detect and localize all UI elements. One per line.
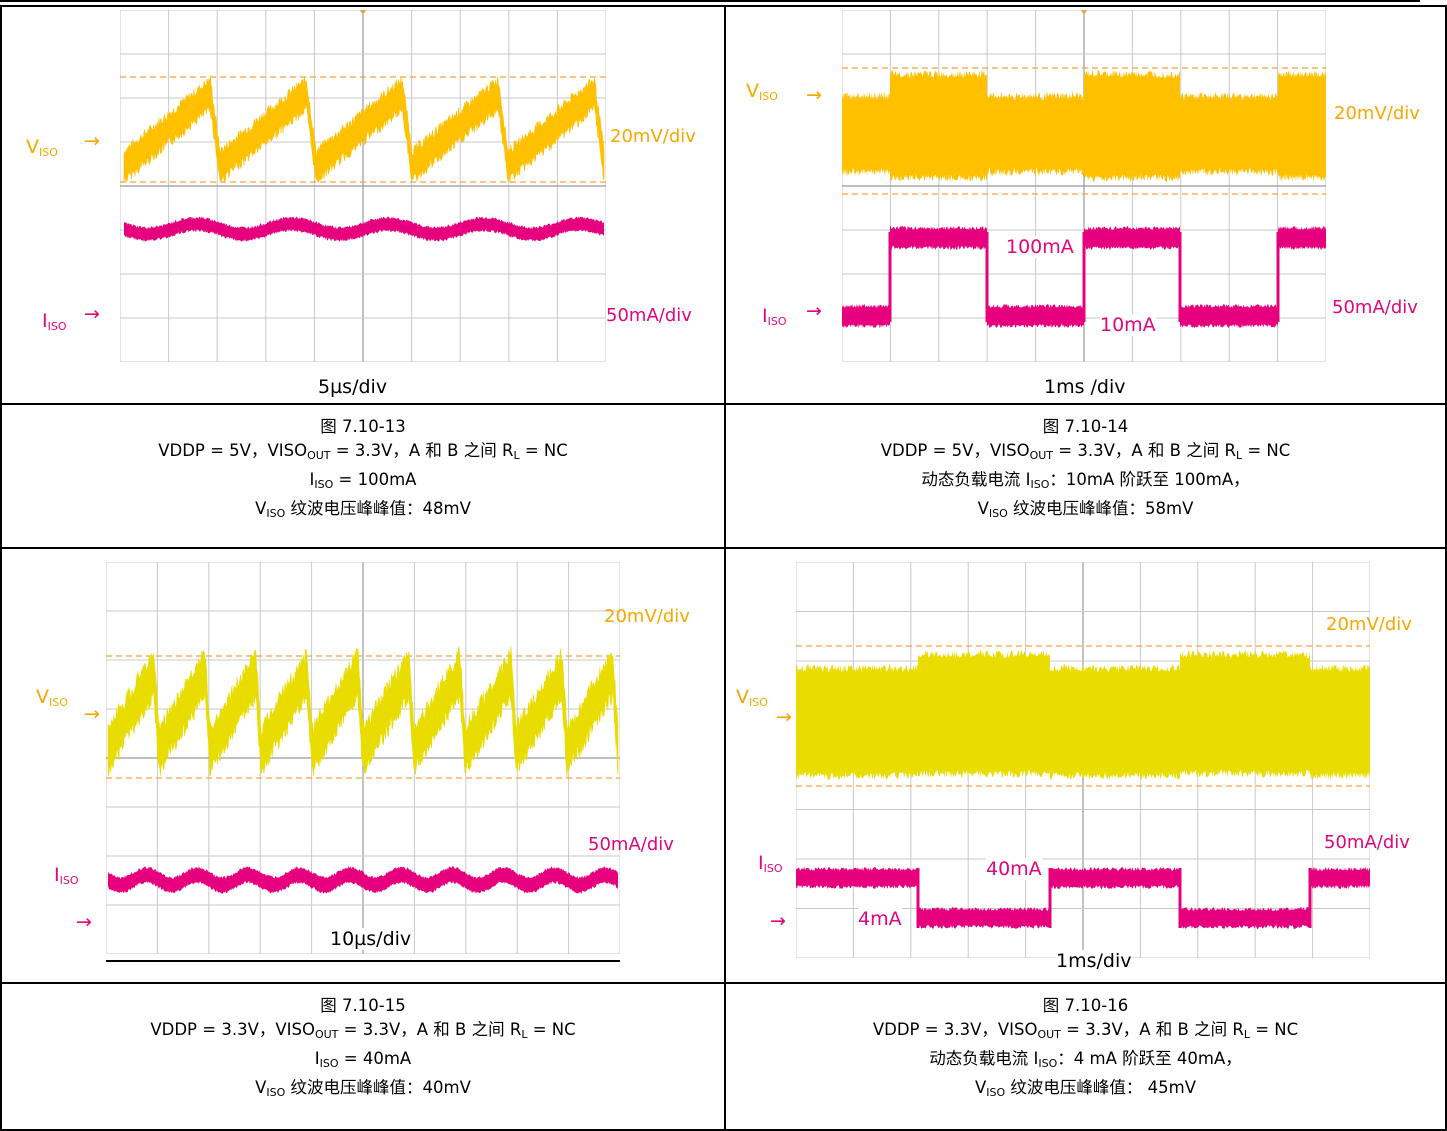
panel-1-v-scale: 20mV/div [610,126,696,147]
panel-3-scope-svg [106,562,620,954]
voltage-noise-segment [1180,92,1278,176]
panel-4-load: 动态负载电流 IISO：4 mA 阶跃至 40mA， [929,1049,1242,1070]
panel-2-i-arrow-icon: → [806,300,822,322]
panel-1-timebase: 5µs/div [318,376,388,398]
panel-2-ripple: VISO 纹波电压峰峰值：58mV [977,499,1194,520]
panel-2-scope-svg [842,10,1326,362]
panel-1-oscilloscope-plot [120,10,606,362]
panel-2-high-current-label: 100mA [1006,236,1074,258]
panel-3-i-scale: 50mA/div [588,834,674,855]
trigger-marker [1081,10,1087,15]
panel-1-i-arrow-icon: → [84,303,100,325]
panel-2-timebase: 1ms /div [1044,376,1126,398]
current-trace [108,866,618,894]
panel-2-v-arrow-icon: → [806,84,822,106]
panel-1-i-scale: 50mA/div [606,305,692,326]
panel-4-v-arrow-icon: → [776,706,792,728]
panel-1-v-arrow-icon: → [84,130,100,152]
top-border [0,0,1420,2]
panel-4-caption: 图 7.10-16 VDDP = 3.3V，VISOOUT = 3.3V，A 和… [724,982,1447,1131]
panel-4-i-arrow-icon: → [770,910,786,932]
panel-2-figure-number: 图 7.10-14 [1042,417,1129,436]
current-step-segment [1278,226,1326,250]
panel-4-ripple: VISO 纹波电压峰峰值： 45mV [974,1078,1197,1099]
panel-3-v-label: VISO [36,686,68,709]
panel-2-i-label: IISO [762,305,787,328]
current-step-segment [987,304,1084,328]
panel-1-ripple: VISO 纹波电压峰峰值：48mV [255,499,471,520]
panel-1-v-label: VISO [26,136,58,159]
panel-2-caption: 图 7.10-14 VDDP = 5V，VISOOUT = 3.3V，A 和 B… [724,403,1447,549]
panel-1-caption: 图 7.10-13 VDDP = 5V，VISOOUT = 3.3V，A 和 B… [0,403,726,549]
panel-3-load: IISO = 40mA [314,1049,412,1070]
voltage-noise-segment [1050,664,1180,780]
panel-1-figure-number: 图 7.10-13 [320,417,406,436]
voltage-trace [123,75,605,183]
current-trace [124,216,604,242]
panel-1-conditions: VDDP = 5V，VISOOUT = 3.3V，A 和 B 之间 RL = N… [158,441,568,462]
panel-4-scope-svg [796,562,1370,958]
voltage-trace [107,645,619,779]
panel-3-timebase-underline [106,960,620,962]
panel-2-i-scale: 50mA/div [1332,297,1418,318]
current-step-segment [890,226,987,250]
panel-4-timebase: 1ms/div [1056,950,1132,972]
current-step-segment [1310,867,1370,889]
panel-1-scope-svg [120,10,606,362]
voltage-noise-segment [918,650,1050,778]
panel-2-v-label: VISO [746,80,778,103]
voltage-noise-segment [1310,664,1370,780]
panel-3-conditions: VDDP = 3.3V，VISOOUT = 3.3V，A 和 B 之间 RL =… [150,1020,576,1041]
voltage-noise-segment [1084,70,1180,182]
panel-2-oscilloscope-plot [842,10,1326,362]
voltage-noise-segment [1278,70,1326,182]
panel-4-oscilloscope-plot [796,562,1370,958]
panel-3-v-arrow-icon: → [84,703,100,725]
current-step-segment [1050,867,1180,889]
panel-3-caption: 图 7.10-15 VDDP = 3.3V，VISOOUT = 3.3V，A 和… [0,982,726,1131]
panel-2-load: 动态负载电流 IISO：10mA 阶跃至 100mA， [921,470,1250,491]
panel-4-conditions: VDDP = 3.3V，VISOOUT = 3.3V，A 和 B 之间 RL =… [872,1020,1299,1041]
panel-4-figure-number: 图 7.10-16 [1042,996,1129,1015]
voltage-noise-segment [987,92,1084,176]
current-step-segment [1180,304,1278,328]
voltage-noise-segment [890,70,987,182]
panel-3-v-scale: 20mV/div [604,606,690,627]
trigger-marker [360,10,366,15]
voltage-noise-segment [1180,650,1310,778]
panel-3-i-arrow-icon: → [76,911,92,933]
current-step-segment [842,304,890,328]
voltage-noise-segment [796,664,918,780]
panel-1-load: IISO = 100mA [309,470,417,491]
panel-4-i-scale: 50mA/div [1324,832,1410,853]
panel-1-i-label: IISO [42,310,67,333]
panel-3-i-label: IISO [54,864,79,887]
current-step-segment [1084,226,1180,250]
panel-3-ripple: VISO 纹波电压峰峰值：40mV [255,1078,471,1099]
current-step-segment [796,867,918,889]
current-step-segment [918,907,1050,929]
panel-4-low-current-label: 4mA [858,908,902,930]
panel-3-timebase: 10µs/div [330,928,412,950]
panel-4-v-label: VISO [736,686,768,709]
panel-3-oscilloscope-plot [106,562,620,954]
panel-4-v-scale: 20mV/div [1326,614,1412,635]
voltage-noise-segment [842,92,890,176]
panel-4-i-label: IISO [758,852,783,875]
panel-4-high-current-label: 40mA [986,858,1042,880]
panel-2-v-scale: 20mV/div [1334,103,1420,124]
current-step-segment [1180,907,1310,929]
panel-2-conditions: VDDP = 5V，VISOOUT = 3.3V，A 和 B 之间 RL = N… [880,441,1291,462]
panel-3-figure-number: 图 7.10-15 [320,996,406,1015]
panel-2-low-current-label: 10mA [1100,314,1156,336]
